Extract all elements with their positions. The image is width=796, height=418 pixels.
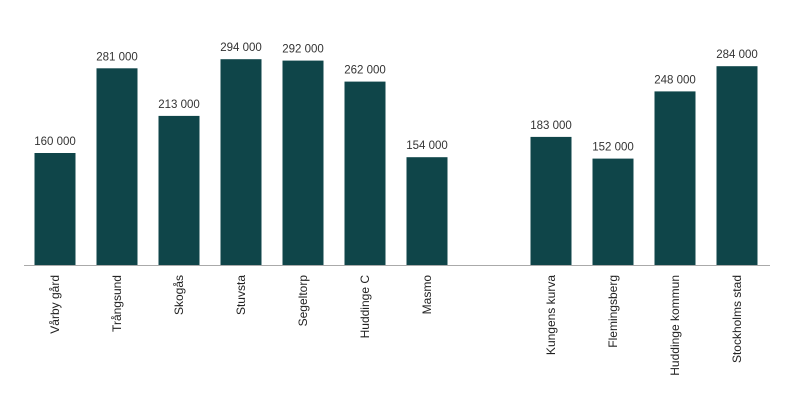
bar [34, 153, 76, 265]
bar [96, 68, 138, 265]
bar [406, 157, 448, 265]
value-label: 284 000 [716, 49, 758, 61]
value-label: 248 000 [654, 74, 696, 86]
bar [592, 158, 634, 265]
bar [220, 59, 262, 266]
value-label: 160 000 [34, 136, 76, 148]
x-tick-label: Huddinge C [358, 275, 372, 339]
value-label: 213 000 [158, 99, 200, 111]
bar [716, 66, 758, 265]
x-tick-label: Skogås [172, 275, 186, 315]
x-tick-label: Trångsund [110, 275, 124, 332]
bar [654, 91, 696, 266]
value-label: 154 000 [406, 140, 448, 152]
bar [530, 136, 572, 265]
value-label: 294 000 [220, 42, 262, 54]
value-label: 262 000 [344, 65, 386, 77]
bar [282, 60, 324, 265]
x-tick-label: Huddinge kommun [668, 275, 682, 376]
x-tick-label: Stuvsta [234, 275, 248, 315]
value-label: 292 000 [282, 44, 324, 56]
x-tick-label: Segeltorp [296, 275, 310, 327]
value-label: 281 000 [96, 51, 138, 63]
x-tick-label: Kungens kurva [544, 275, 558, 355]
bar [344, 81, 386, 265]
x-tick-label: Vårby gård [48, 275, 62, 334]
x-tick-label: Masmo [420, 275, 434, 315]
value-label: 152 000 [592, 142, 634, 154]
bar [158, 115, 200, 266]
x-tick-label: Stockholms stad [730, 275, 744, 363]
value-label: 183 000 [530, 120, 572, 132]
x-tick-label: Flemingsberg [606, 275, 620, 348]
